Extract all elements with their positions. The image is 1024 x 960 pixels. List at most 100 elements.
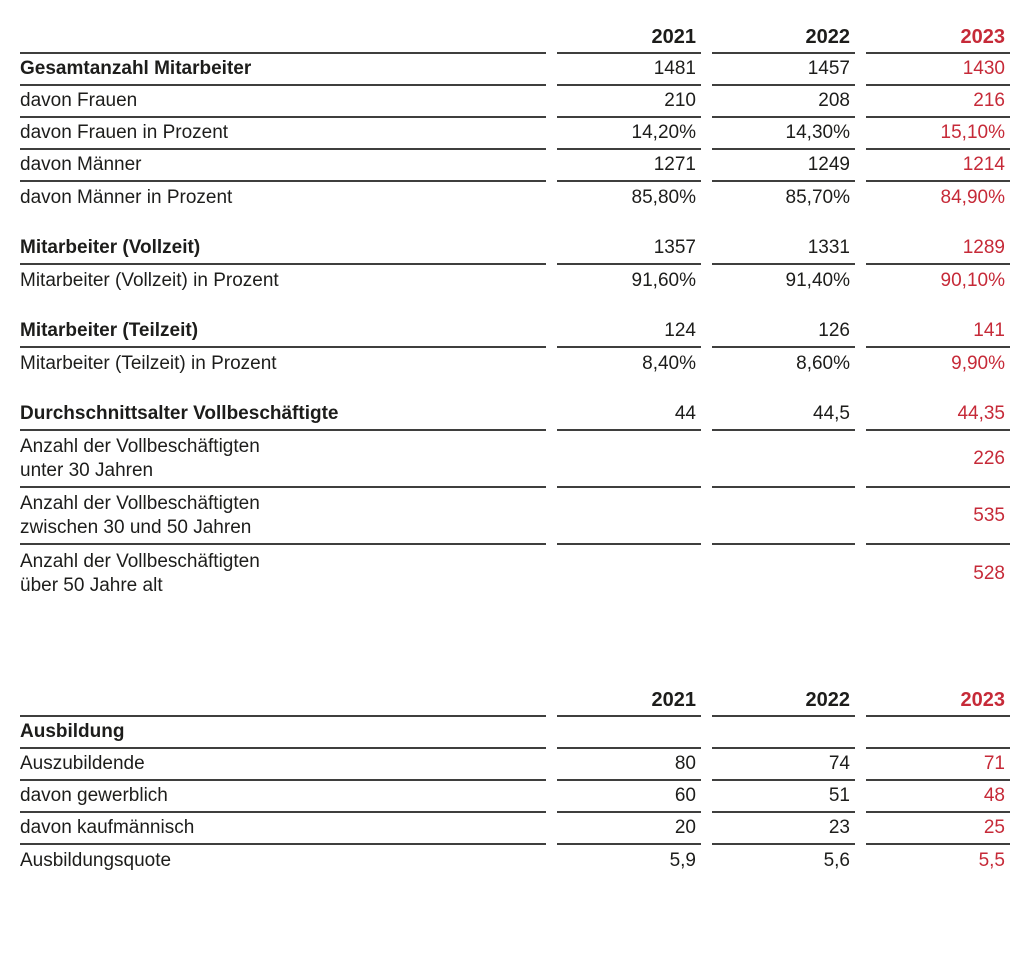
cell-2023: 84,90%: [940, 187, 1005, 208]
col-header-2023: 2023: [866, 25, 1010, 54]
cell-2022: 1331: [712, 233, 855, 265]
cell-2021: 5,9: [669, 850, 696, 871]
table-row: Ausbildungsquote 5,9 5,6 5,5: [20, 845, 1010, 877]
cell-2023: 141: [866, 316, 1010, 348]
table-header-row: 2021 2022 2023: [20, 25, 1010, 54]
cell-2021: [557, 488, 701, 545]
table-row: Mitarbeiter (Teilzeit) 124 126 141: [20, 316, 1010, 348]
cell-2023: 71: [866, 749, 1010, 781]
cell-2021: 14,20%: [557, 118, 701, 150]
cell-2023: 1430: [866, 54, 1010, 86]
row-label: Anzahl der Vollbeschäftigten unter 30 Jah…: [20, 431, 546, 488]
cell-2023: 5,5: [978, 850, 1005, 871]
cell-2021: 1481: [557, 54, 701, 86]
cell-2021: 80: [557, 749, 701, 781]
table-row: davon Frauen in Prozent 14,20% 14,30% 15…: [20, 118, 1010, 150]
cell-2023: 15,10%: [866, 118, 1010, 150]
row-label: Mitarbeiter (Vollzeit): [20, 233, 546, 265]
cell-2022: [712, 488, 855, 545]
cell-2023: 226: [866, 431, 1010, 488]
cell-2023: 90,10%: [940, 270, 1005, 291]
cell-2022: 23: [712, 813, 855, 845]
row-label: davon gewerblich: [20, 781, 546, 813]
cell-2021: [557, 717, 701, 749]
header-spacer-cell: [20, 688, 546, 717]
employees-table: 2021 2022 2023 Gesamtanzahl Mitarbeiter …: [20, 25, 1010, 602]
cell-2023: 9,90%: [951, 353, 1005, 374]
cell-2023: 25: [866, 813, 1010, 845]
cell-2022: 126: [712, 316, 855, 348]
table-row: davon Männer 1271 1249 1214: [20, 150, 1010, 182]
table-row: davon gewerblich 60 51 48: [20, 781, 1010, 813]
table-row: Anzahl der Vollbeschäftigten zwischen 30 …: [20, 488, 1010, 545]
table-row: Mitarbeiter (Vollzeit) 1357 1331 1289: [20, 233, 1010, 265]
cell-2021: 60: [557, 781, 701, 813]
col-header-2021: 2021: [557, 25, 701, 54]
table-row: davon kaufmännisch 20 23 25: [20, 813, 1010, 845]
cell-2022: 74: [712, 749, 855, 781]
cell-2021: [557, 545, 701, 602]
cell-2022: 208: [712, 86, 855, 118]
col-header-2023: 2023: [866, 688, 1010, 717]
cell-2022: [712, 431, 855, 488]
cell-2021: [557, 431, 701, 488]
cell-2021: 85,80%: [631, 187, 696, 208]
col-header-2022: 2022: [712, 25, 855, 54]
row-label: davon Frauen in Prozent: [20, 118, 546, 150]
row-label: davon Frauen: [20, 86, 546, 118]
cell-2022: 51: [712, 781, 855, 813]
header-spacer-cell: [20, 25, 546, 54]
cell-2022: [712, 717, 855, 749]
row-label: Mitarbeiter (Teilzeit): [20, 316, 546, 348]
cell-2023: 1289: [866, 233, 1010, 265]
row-label: Ausbildungsquote: [20, 850, 172, 871]
cell-2023: 528: [973, 562, 1005, 584]
table-row: Mitarbeiter (Vollzeit) in Prozent 91,60%…: [20, 265, 1010, 297]
table-row: davon Frauen 210 208 216: [20, 86, 1010, 118]
cell-2022: [712, 545, 855, 602]
table-row: Auszubildende 80 74 71: [20, 749, 1010, 781]
cell-2022: 8,60%: [796, 353, 850, 374]
cell-2022: 5,6: [823, 850, 850, 871]
row-label: Durchschnittsalter Vollbeschäftigte: [20, 399, 546, 431]
cell-2022: 1249: [712, 150, 855, 182]
row-label: davon Männer in Prozent: [20, 187, 233, 208]
cell-2023: 48: [866, 781, 1010, 813]
cell-2021: 1271: [557, 150, 701, 182]
cell-2022: 1457: [712, 54, 855, 86]
row-label: davon kaufmännisch: [20, 813, 546, 845]
cell-2022: 14,30%: [712, 118, 855, 150]
col-header-2021: 2021: [557, 688, 701, 717]
row-label: davon Männer: [20, 150, 546, 182]
row-label: Anzahl der Vollbeschäftigten zwischen 30 …: [20, 488, 546, 545]
cell-2023: [866, 717, 1010, 749]
table-row: Anzahl der Vollbeschäftigten über 50 Jahr…: [20, 545, 1010, 602]
cell-2022: 91,40%: [785, 270, 850, 291]
row-label: Gesamtanzahl Mitarbeiter: [20, 54, 546, 86]
cell-2023: 44,35: [866, 399, 1010, 431]
table-row: Mitarbeiter (Teilzeit) in Prozent 8,40% …: [20, 348, 1010, 380]
cell-2022: 44,5: [712, 399, 855, 431]
report-page: 2021 2022 2023 Gesamtanzahl Mitarbeiter …: [20, 25, 1010, 877]
table-row: Anzahl der Vollbeschäftigten unter 30 Jah…: [20, 431, 1010, 488]
row-label: Anzahl der Vollbeschäftigten über 50 Jahr…: [20, 550, 260, 596]
training-table: 2021 2022 2023 Ausbildung Auszubildende …: [20, 688, 1010, 877]
row-label: Mitarbeiter (Teilzeit) in Prozent: [20, 353, 277, 374]
cell-2021: 8,40%: [642, 353, 696, 374]
cell-2021: 124: [557, 316, 701, 348]
col-header-2022: 2022: [712, 688, 855, 717]
cell-2021: 210: [557, 86, 701, 118]
training-table-rows: Ausbildung Auszubildende 80 74 71 davon …: [20, 717, 1010, 877]
cell-2023: 535: [866, 488, 1010, 545]
table-row: Gesamtanzahl Mitarbeiter 1481 1457 1430: [20, 54, 1010, 86]
cell-2021: 1357: [557, 233, 701, 265]
table-header-row: 2021 2022 2023: [20, 688, 1010, 717]
cell-2023: 1214: [866, 150, 1010, 182]
cell-2021: 20: [557, 813, 701, 845]
row-label: Mitarbeiter (Vollzeit) in Prozent: [20, 270, 279, 291]
employees-table-rows: Gesamtanzahl Mitarbeiter 1481 1457 1430 …: [20, 54, 1010, 602]
cell-2022: 85,70%: [785, 187, 850, 208]
table-row: davon Männer in Prozent 85,80% 85,70% 84…: [20, 182, 1010, 214]
table-row: Durchschnittsalter Vollbeschäftigte 44 4…: [20, 399, 1010, 431]
cell-2021: 91,60%: [631, 270, 696, 291]
